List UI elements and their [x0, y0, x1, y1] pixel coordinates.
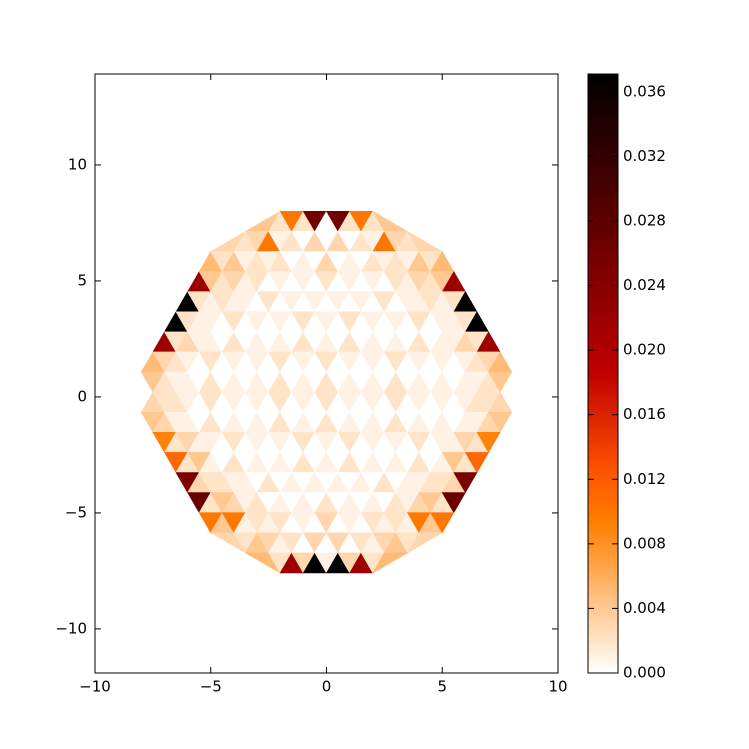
colorbar-tick-label: 0.020	[623, 341, 666, 359]
triangle	[371, 552, 409, 574]
triangle	[488, 411, 513, 433]
y-tick-label: −5	[65, 503, 87, 521]
y-tick-label: 10	[68, 155, 87, 173]
triangle	[430, 512, 455, 534]
colorbar	[588, 74, 618, 673]
x-tick-label: −10	[79, 678, 111, 696]
x-tick-label: 10	[548, 678, 567, 696]
y-tick-label: −10	[55, 619, 87, 637]
colorbar-tick-label: 0.012	[623, 470, 666, 488]
triangle	[464, 452, 490, 474]
colorbar-tick-label: 0.028	[623, 211, 666, 229]
x-tick-label: −5	[200, 678, 222, 696]
colorbar-tick-label: 0.036	[623, 82, 666, 100]
colorbar-tick-label: 0.024	[623, 276, 666, 294]
triangle	[441, 492, 466, 514]
colorbar-tick-label: 0.000	[623, 664, 666, 682]
triangle	[453, 472, 478, 494]
colorbar-tick-label: 0.004	[623, 599, 666, 617]
colorbar-tick-label: 0.016	[623, 405, 666, 423]
x-tick-label: 0	[322, 678, 332, 696]
mesh	[140, 210, 513, 574]
triangle	[488, 371, 513, 393]
colorbar-tick-label: 0.032	[623, 147, 666, 165]
y-tick-label: 0	[77, 387, 87, 405]
triangle	[476, 432, 501, 454]
triangle	[406, 532, 444, 554]
x-tick-label: 5	[437, 678, 447, 696]
colorbar-frame	[587, 73, 619, 674]
colorbar-tick-label: 0.008	[623, 534, 666, 552]
y-tick-label: 5	[77, 271, 87, 289]
